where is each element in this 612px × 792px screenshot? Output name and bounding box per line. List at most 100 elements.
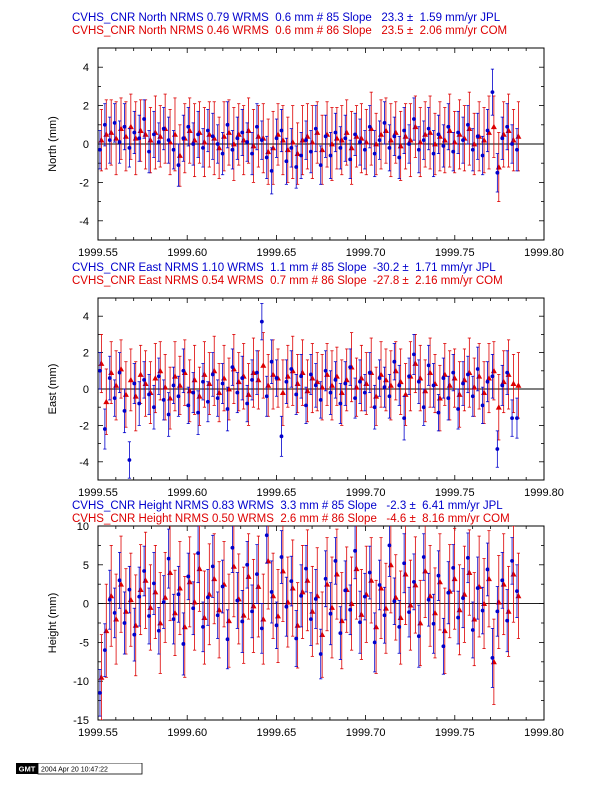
jpl-point (122, 124, 127, 129)
com-point (127, 376, 134, 383)
jpl-point (470, 394, 475, 399)
com-point (490, 123, 497, 130)
jpl-point (137, 136, 142, 141)
jpl-point (362, 594, 367, 599)
com-point (132, 622, 139, 628)
jpl-point (495, 609, 500, 614)
y-tick-label: 5 (83, 560, 89, 572)
jpl-point (102, 648, 107, 653)
jpl-point (230, 545, 235, 550)
jpl-point (215, 142, 220, 146)
com-point (402, 391, 409, 397)
com-point (476, 373, 483, 379)
jpl-point (205, 399, 210, 404)
com-point (103, 627, 110, 634)
com-point (451, 139, 458, 145)
com-point (343, 376, 350, 383)
com-point (103, 131, 110, 137)
jpl-point (205, 595, 210, 600)
com-point (230, 563, 237, 569)
com-point (255, 583, 262, 589)
com-point (122, 391, 129, 397)
com-point (451, 575, 458, 582)
jpl-point (421, 405, 426, 410)
jpl-point (122, 408, 127, 413)
jpl-point (225, 122, 230, 127)
jpl-point (500, 136, 505, 141)
jpl-point (132, 130, 137, 135)
jpl-point (147, 149, 151, 154)
jpl-point (456, 407, 461, 411)
com-point (333, 571, 340, 577)
com-point (373, 623, 380, 630)
com-point (284, 373, 291, 379)
jpl-point (328, 611, 333, 616)
jpl-point (505, 124, 510, 129)
com-point (211, 575, 218, 582)
com-point (495, 599, 502, 605)
jpl-point (235, 390, 240, 395)
com-point (515, 382, 522, 388)
y-tick-label: -2 (79, 177, 89, 189)
x-tick-label: 1999.80 (524, 487, 564, 499)
jpl-point (397, 155, 402, 160)
jpl-point (318, 398, 323, 402)
jpl-point (358, 140, 362, 144)
y-tick-label: -4 (79, 457, 89, 469)
jpl-point (407, 374, 411, 379)
x-tick-label: 1999.65 (257, 247, 297, 259)
gmt-logo-box (16, 763, 38, 774)
com-point (279, 389, 286, 396)
com-point (422, 568, 429, 574)
jpl-point (102, 427, 107, 431)
y-axis-label: North (mm) (47, 116, 59, 172)
north-chart: -4 -2 0 2 4 1999.55 1999.60 1999.65 1999.70 1999.… (47, 47, 564, 259)
y-axis-label: Height (mm) (47, 593, 59, 654)
jpl-point (176, 394, 181, 399)
jpl-point (98, 368, 102, 373)
com-point (211, 367, 218, 374)
jpl-point (171, 147, 176, 152)
jpl-point (274, 136, 279, 141)
com-point (152, 588, 159, 595)
jpl-point (407, 142, 411, 146)
com-point (260, 362, 267, 368)
jpl-point (210, 134, 215, 139)
com-point (343, 129, 350, 135)
jpl-point (461, 596, 465, 601)
com-point (201, 614, 208, 620)
com-point (137, 127, 144, 133)
com-point (441, 627, 448, 634)
jpl-point (451, 149, 456, 154)
jpl-point (426, 363, 431, 368)
x-tick-label: 1999.70 (346, 247, 386, 259)
jpl-point (289, 367, 294, 371)
com-point (358, 375, 365, 381)
jpl-point (387, 145, 392, 150)
jpl-point (343, 136, 348, 141)
jpl-point (436, 573, 441, 578)
com-point (176, 585, 183, 591)
jpl-point (446, 590, 451, 595)
com-point (495, 404, 502, 410)
com-point (255, 133, 262, 139)
jpl-point (323, 134, 328, 139)
jpl-point (191, 390, 196, 395)
com-point (500, 378, 507, 385)
jpl-point (122, 621, 127, 625)
com-point (382, 605, 389, 611)
com-point (221, 133, 228, 139)
com-point (328, 382, 335, 388)
jpl-point (98, 147, 102, 152)
jpl-point (505, 618, 510, 623)
x-tick-label: 1999.65 (257, 487, 297, 499)
com-point (167, 395, 174, 401)
com-point (196, 565, 203, 572)
jpl-point (416, 147, 421, 152)
jpl-point (269, 359, 274, 364)
jpl-point (98, 690, 102, 695)
jpl-point (279, 555, 284, 559)
com-point (510, 380, 517, 386)
com-point (304, 133, 311, 139)
jpl-point (436, 132, 441, 137)
